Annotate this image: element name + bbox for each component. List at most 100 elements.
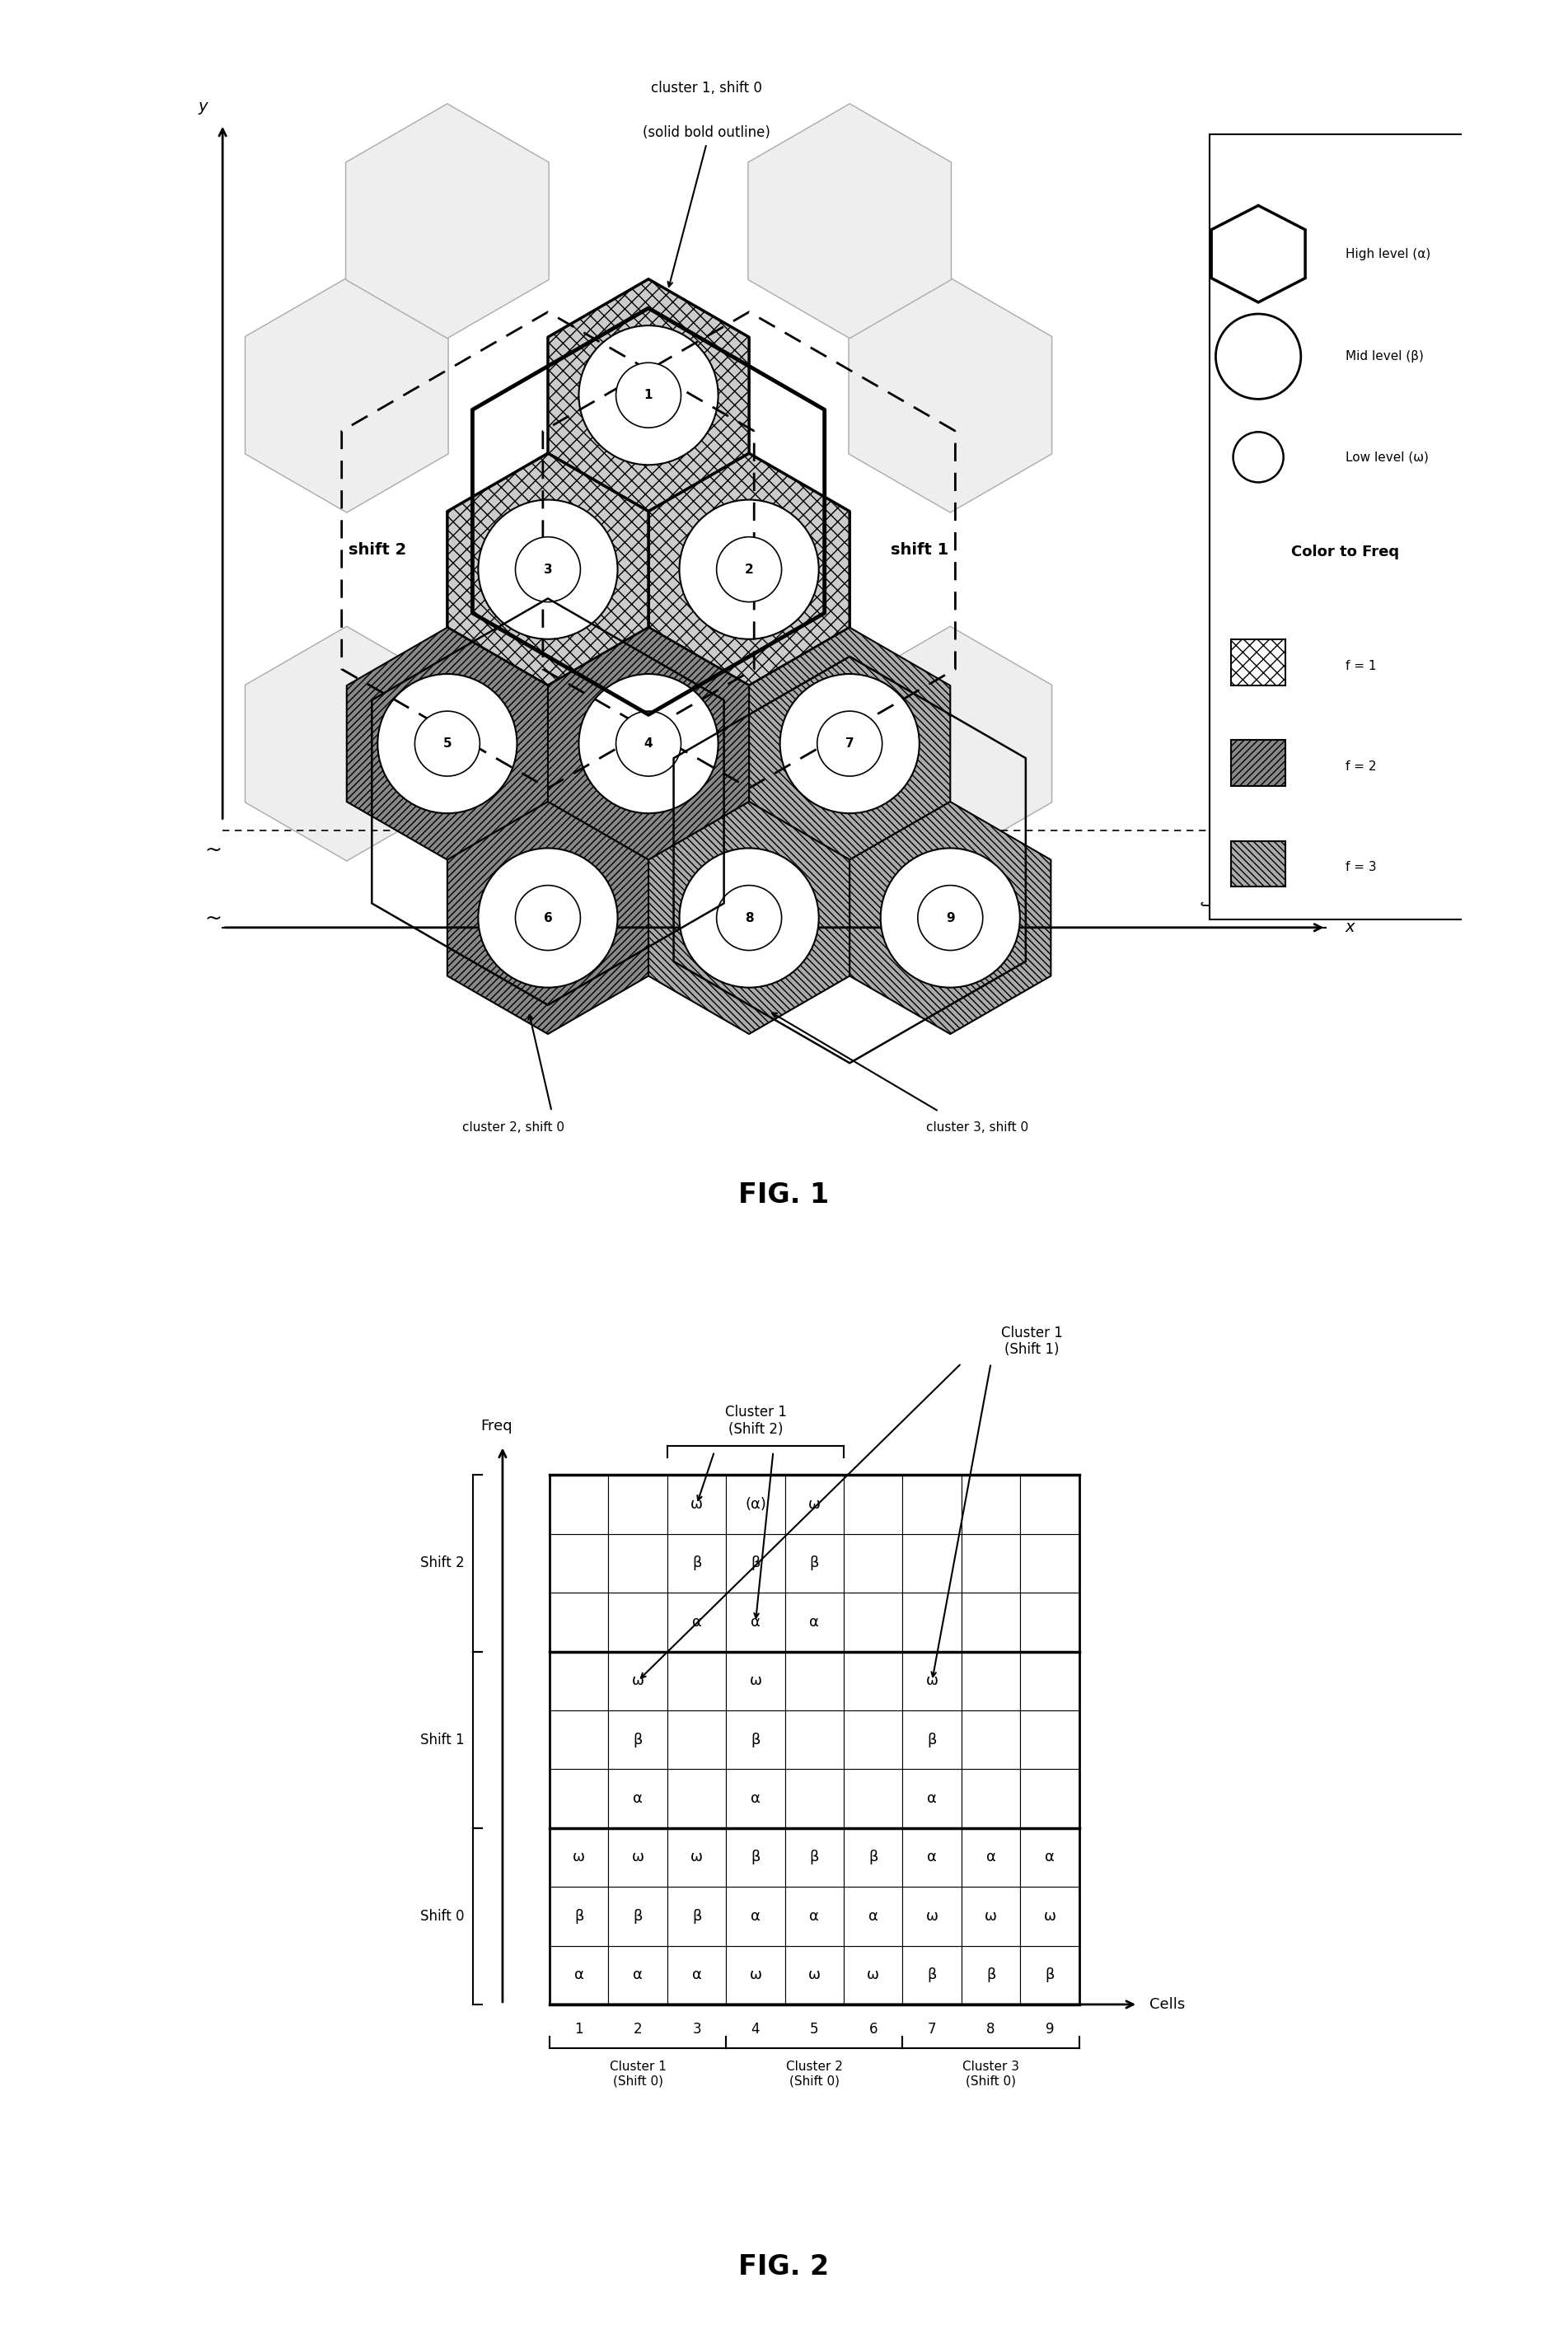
Bar xyxy=(1021,1593,1079,1651)
Bar xyxy=(786,1768,844,1829)
Text: α: α xyxy=(633,1967,643,1983)
Bar xyxy=(1231,840,1286,886)
Text: ω: ω xyxy=(690,1497,702,1511)
Bar xyxy=(786,1888,844,1946)
Circle shape xyxy=(881,849,1019,987)
Text: β: β xyxy=(691,1909,701,1923)
Bar xyxy=(844,1534,903,1593)
Bar xyxy=(550,1888,608,1946)
Circle shape xyxy=(679,849,818,987)
Text: High level (α): High level (α) xyxy=(1345,248,1430,260)
Text: f = 2: f = 2 xyxy=(1345,760,1377,774)
Text: ω: ω xyxy=(750,1672,762,1689)
Bar xyxy=(668,1534,726,1593)
Bar xyxy=(668,1768,726,1829)
Bar xyxy=(608,1829,668,1888)
Polygon shape xyxy=(850,802,1051,1034)
Text: α: α xyxy=(691,1967,701,1983)
Text: cluster 1, shift 0: cluster 1, shift 0 xyxy=(651,80,762,96)
Bar xyxy=(1021,1768,1079,1829)
Bar xyxy=(844,1768,903,1829)
Bar xyxy=(550,1768,608,1829)
Bar xyxy=(961,1593,1021,1651)
Circle shape xyxy=(378,674,517,814)
Text: α: α xyxy=(751,1909,760,1923)
Circle shape xyxy=(717,886,781,950)
Text: f = 1: f = 1 xyxy=(1345,660,1377,671)
Bar xyxy=(668,1476,726,1534)
Text: α: α xyxy=(986,1850,996,1864)
Circle shape xyxy=(717,538,781,601)
Bar xyxy=(608,1651,668,1710)
Bar xyxy=(668,1710,726,1768)
Polygon shape xyxy=(1212,206,1305,302)
Circle shape xyxy=(579,325,718,465)
Polygon shape xyxy=(748,103,952,339)
Bar xyxy=(903,1593,961,1651)
Circle shape xyxy=(478,849,618,987)
Text: β: β xyxy=(691,1555,701,1572)
Polygon shape xyxy=(649,454,850,685)
Bar xyxy=(844,1651,903,1710)
Text: shift 2: shift 2 xyxy=(348,543,406,559)
Text: Cluster 3
(Shift 0): Cluster 3 (Shift 0) xyxy=(963,2061,1019,2086)
Text: 3: 3 xyxy=(693,2023,701,2037)
Bar xyxy=(1021,1476,1079,1534)
Bar xyxy=(786,1710,844,1768)
Text: α: α xyxy=(633,1792,643,1806)
Bar xyxy=(608,1946,668,2005)
Text: 4: 4 xyxy=(751,2023,760,2037)
Bar xyxy=(608,1888,668,1946)
Bar xyxy=(961,1476,1021,1534)
Circle shape xyxy=(516,886,580,950)
Bar xyxy=(608,1710,668,1768)
Text: β: β xyxy=(751,1733,760,1747)
Bar xyxy=(786,1651,844,1710)
Text: Cluster 1
(Shift 2): Cluster 1 (Shift 2) xyxy=(724,1406,787,1436)
Text: 8: 8 xyxy=(745,912,754,924)
Text: 7: 7 xyxy=(845,737,855,751)
Text: β: β xyxy=(809,1555,818,1572)
Text: β: β xyxy=(927,1967,936,1983)
Circle shape xyxy=(616,363,681,428)
Text: Shift 2: Shift 2 xyxy=(420,1555,464,1572)
Text: ω: ω xyxy=(1044,1909,1055,1923)
Text: β: β xyxy=(751,1850,760,1864)
Polygon shape xyxy=(547,278,750,512)
Text: β: β xyxy=(1044,1967,1054,1983)
Circle shape xyxy=(1232,433,1284,482)
Text: Freq: Freq xyxy=(481,1420,513,1434)
Text: ω: ω xyxy=(808,1967,820,1983)
Text: ω: ω xyxy=(690,1850,702,1864)
Bar xyxy=(726,1829,786,1888)
Bar xyxy=(844,1829,903,1888)
Bar xyxy=(961,1651,1021,1710)
Text: Mid level (β): Mid level (β) xyxy=(1345,351,1424,363)
Bar xyxy=(1021,1710,1079,1768)
Text: Cluster 1
(Shift 0): Cluster 1 (Shift 0) xyxy=(610,2061,666,2086)
Bar xyxy=(726,1534,786,1593)
Text: α: α xyxy=(751,1792,760,1806)
Bar xyxy=(726,1768,786,1829)
Polygon shape xyxy=(245,278,448,512)
Text: α: α xyxy=(927,1792,938,1806)
Text: β: β xyxy=(574,1909,583,1923)
Circle shape xyxy=(817,711,883,777)
Text: 9: 9 xyxy=(946,912,955,924)
Text: β: β xyxy=(986,1967,996,1983)
Bar xyxy=(1021,1534,1079,1593)
Polygon shape xyxy=(750,627,950,861)
Text: cluster 2, shift 0: cluster 2, shift 0 xyxy=(463,1120,564,1134)
Text: ω: ω xyxy=(985,1909,997,1923)
Bar xyxy=(668,1829,726,1888)
Bar xyxy=(844,1476,903,1534)
Text: α: α xyxy=(691,1614,701,1630)
Text: ω: ω xyxy=(925,1909,938,1923)
Text: 7: 7 xyxy=(928,2023,936,2037)
Text: Color to Freq: Color to Freq xyxy=(1292,545,1399,559)
Bar xyxy=(961,1534,1021,1593)
Bar xyxy=(550,1534,608,1593)
Text: 5: 5 xyxy=(442,737,452,751)
Polygon shape xyxy=(848,627,1052,861)
Bar xyxy=(961,1829,1021,1888)
